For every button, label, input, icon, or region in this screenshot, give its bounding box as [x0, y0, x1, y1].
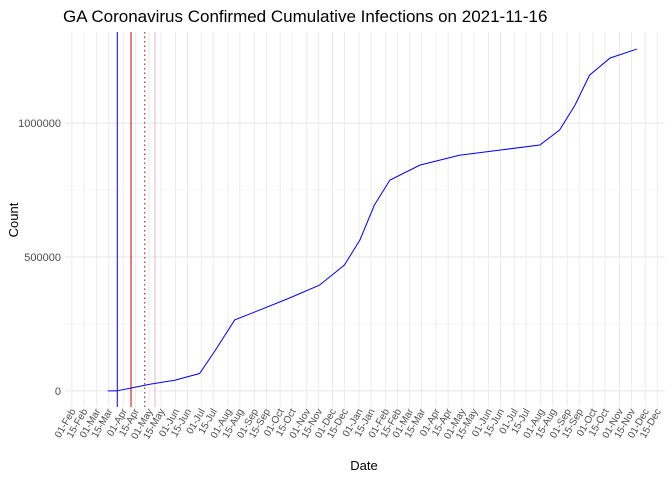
data-line: [107, 48, 637, 392]
y-axis-label: Count: [6, 202, 21, 237]
y-tick-label: 1000000: [18, 118, 61, 130]
y-tick-label: 500000: [24, 252, 61, 264]
y-tick-label: 0: [55, 386, 61, 398]
chart-title: GA Coronavirus Confirmed Cumulative Infe…: [63, 7, 547, 26]
x-axis-label: Date: [350, 458, 377, 473]
